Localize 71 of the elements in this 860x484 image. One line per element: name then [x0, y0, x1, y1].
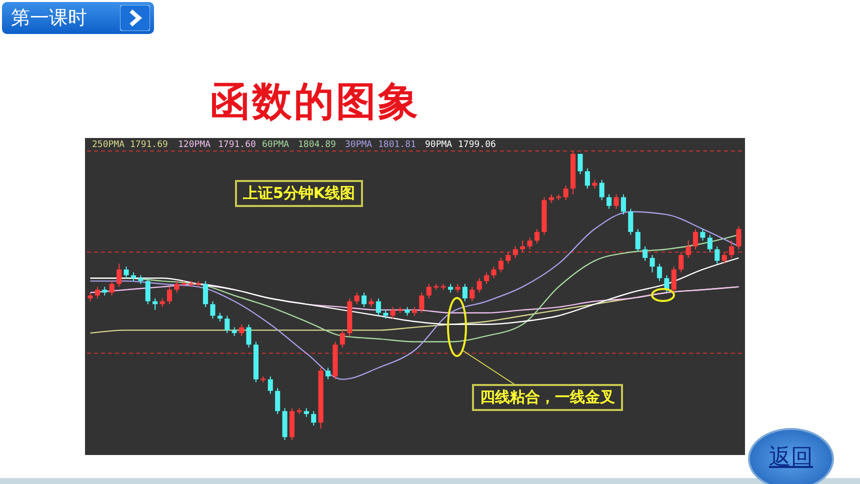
text: 第一课时: [11, 6, 87, 31]
candlestick: [426, 283, 432, 299]
candlestick: [614, 194, 619, 210]
candlestick: [506, 252, 511, 264]
candlestick: [736, 226, 742, 250]
candlestick: [116, 263, 122, 288]
text: 250PMA: [92, 140, 126, 150]
candlestick: [419, 292, 424, 314]
candlestick: [620, 194, 626, 216]
candlestick: [722, 252, 727, 264]
candlestick: [491, 266, 496, 279]
candlestick: [484, 272, 490, 284]
candlestick: [635, 228, 640, 253]
candlestick: [166, 286, 172, 305]
candlestick: [599, 179, 604, 201]
candlestick: [174, 280, 180, 294]
candlestick: [239, 324, 244, 336]
candlestick: [534, 228, 540, 244]
candlestick: [268, 376, 273, 394]
text: 1804.89: [298, 140, 336, 150]
chart-title: 函数的图象: [209, 78, 421, 127]
candlestick: [671, 266, 676, 294]
candlestick: [628, 208, 634, 236]
candlestick: [94, 286, 100, 299]
candlestick: [203, 280, 208, 308]
candlestick: [520, 240, 526, 253]
text: 1791.60: [218, 140, 256, 150]
candlestick: [376, 298, 381, 316]
candlestick: [498, 257, 504, 273]
candlestick: [470, 286, 475, 302]
candlestick: [700, 228, 706, 242]
candlestick: [311, 410, 316, 426]
candlestick: [246, 324, 252, 348]
candlestick: [354, 292, 360, 305]
candlestick: [686, 240, 691, 258]
candlestick: [462, 283, 468, 302]
text: 1791.69: [130, 140, 168, 150]
candlestick: [362, 292, 367, 308]
annotation: 四线粘合，一线金叉: [472, 384, 623, 411]
annotation: 上证5分钟K线图: [235, 180, 364, 207]
candlestick: [729, 240, 734, 258]
text: 30PMA: [345, 140, 373, 150]
text: 60PMA: [262, 140, 290, 150]
candlestick: [650, 254, 655, 273]
candlestick: [340, 330, 345, 348]
candlestick: [707, 234, 712, 253]
candlestick: [606, 194, 612, 210]
candlestick: [578, 153, 583, 175]
candlestick: [124, 266, 129, 279]
candlestick: [642, 246, 648, 262]
text: 120PMA: [178, 140, 212, 150]
candlestick: [145, 278, 150, 305]
candlestick: [224, 315, 230, 334]
candlestick: [584, 168, 590, 190]
candlestick: [512, 246, 518, 258]
candlestick: [714, 246, 720, 264]
text: 返回: [769, 445, 813, 470]
candlestick: [109, 280, 114, 296]
candlestick: [527, 237, 532, 250]
text: 1799.06: [458, 140, 496, 150]
candlestick: [693, 228, 698, 250]
candlestick: [656, 263, 662, 282]
candlestick: [210, 300, 216, 320]
candlestick: [326, 367, 331, 380]
text: 90PMA: [425, 140, 453, 150]
candlestick: [678, 252, 684, 273]
candlestick: [275, 387, 280, 414]
candlestick: [390, 306, 396, 320]
candlestick: [476, 278, 482, 294]
text: 1801.81: [378, 140, 416, 150]
candlestick: [563, 185, 568, 201]
